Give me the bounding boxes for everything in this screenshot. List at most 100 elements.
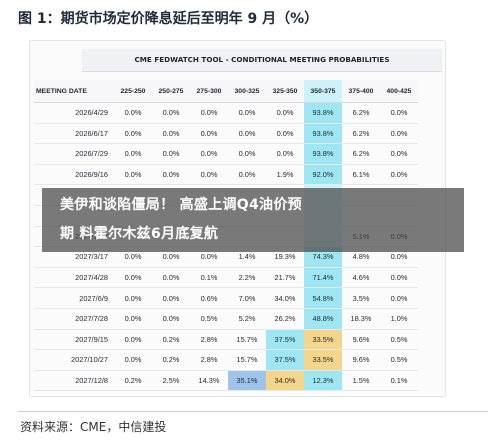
probability-cell: 0.0% (152, 308, 190, 330)
tool-title: CME FEDWATCH TOOL - CONDITIONAL MEETING … (82, 49, 442, 72)
probability-cell: 0.0% (152, 143, 190, 165)
probability-cell: 93.8% (304, 102, 342, 124)
probability-cell: 14.3% (190, 370, 228, 392)
probability-cell: 0.0% (114, 267, 152, 289)
column-header-275-300: 275-300 (190, 80, 228, 103)
probability-cell: 0.0% (114, 287, 152, 309)
probability-cell: 0.0% (380, 287, 418, 309)
probability-cell: 0.0% (114, 329, 152, 351)
probability-cell: 0.0% (190, 164, 228, 186)
table-row: 2026/9/16 0.0% 0.0% 0.0% 0.0% 1.9% 92.0% 6.1% 0.… (34, 164, 418, 186)
probability-cell: 0.0% (380, 143, 418, 165)
column-header-325-350: 325-350 (266, 80, 304, 103)
column-header-350-375: 350-375 (304, 80, 342, 103)
probability-cell: 0.1% (380, 370, 418, 392)
probability-cell: 2.8% (190, 349, 228, 371)
probability-cell: 4.6% (342, 267, 380, 289)
table-row: 2027/12/8 0.2% 2.5% 14.3% 35.1% 34.0% 12.3% 1.5… (34, 370, 418, 392)
table-row: 2027/9/15 0.0% 0.2% 2.8% 15.7% 37.5% 33.5% 9.6%… (34, 329, 418, 351)
table-row: 2027/10/27 0.0% 0.2% 2.8% 15.7% 37.5% 33.5% 9.6… (34, 349, 418, 371)
probability-cell: 0.2% (152, 329, 190, 351)
probability-cell: 3.5% (342, 287, 380, 309)
meeting-date-cell: 2027/9/15 (34, 329, 114, 351)
probability-cell: 2.2% (228, 267, 266, 289)
probability-cell: 0.0% (114, 143, 152, 165)
probability-cell: 2.5% (152, 370, 190, 392)
probability-cell: 35.1% (228, 370, 266, 392)
probability-cell: 0.0% (114, 102, 152, 124)
probability-cell: 0.0% (228, 123, 266, 145)
probability-cell: 12.3% (304, 370, 342, 392)
column-header-400-425: 400-425 (380, 80, 418, 103)
probability-cell: 21.7% (266, 267, 304, 289)
news-banner-line-1[interactable]: 美伊和谈陷僵局！ 高盛上调Q4油价预 (60, 197, 302, 213)
table-row: 2026/7/29 0.0% 0.0% 0.0% 0.0% 0.0% 93.8% 6.2% 0.… (34, 143, 418, 165)
probability-cell: 6.1% (342, 164, 380, 186)
probability-cell: 0.0% (152, 102, 190, 124)
table-header-row: MEETING DATE 225-250 250-275 275-300 300-325… (34, 80, 418, 103)
probability-cell: 0.0% (380, 164, 418, 186)
column-header-375-400: 375-400 (342, 80, 380, 103)
probability-cell: 0.0% (266, 102, 304, 124)
probability-cell: 71.4% (304, 267, 342, 289)
probability-cell: 18.3% (342, 308, 380, 330)
table-row: 2026/4/29 0.0% 0.0% 0.0% 0.0% 0.0% 93.8% 6.2% 0.… (34, 102, 418, 124)
probability-cell: 0.0% (190, 123, 228, 145)
probability-cell: 0.0% (266, 143, 304, 165)
table-row: 2027/7/28 0.0% 0.0% 0.5% 5.2% 26.2% 48.8% 18.3%… (34, 308, 418, 330)
probability-cell: 0.0% (380, 123, 418, 145)
probability-cell: 26.2% (266, 308, 304, 330)
probability-cell: 15.7% (228, 329, 266, 351)
probability-cell: 0.0% (190, 102, 228, 124)
probability-cell: 0.0% (380, 102, 418, 124)
probability-cell: 33.5% (304, 349, 342, 371)
probability-cell: 34.0% (266, 287, 304, 309)
probability-cell: 1.9% (266, 164, 304, 186)
probability-cell: 0.0% (190, 143, 228, 165)
news-banner-overlay[interactable] (42, 188, 464, 252)
probability-cell: 9.6% (342, 329, 380, 351)
probability-cell: 6.2% (342, 123, 380, 145)
probability-cell: 1.5% (342, 370, 380, 392)
probability-cell: 0.0% (228, 143, 266, 165)
source-note: 资料来源：CME，中信建投 (20, 420, 167, 434)
probability-cell: 0.0% (380, 267, 418, 289)
table-row: 2026/6/17 0.0% 0.0% 0.0% 0.0% 0.0% 93.8% 6.2% 0.… (34, 123, 418, 145)
probability-cell: 54.8% (304, 287, 342, 309)
probability-cell: 0.0% (266, 123, 304, 145)
column-header-250-275: 250-275 (152, 80, 190, 103)
probability-cell: 0.0% (114, 164, 152, 186)
probability-cell: 1.0% (380, 308, 418, 330)
meeting-date-cell: 2027/4/28 (34, 267, 114, 289)
probability-cell: 15.7% (228, 349, 266, 371)
probability-cell: 93.8% (304, 143, 342, 165)
news-banner-line-2[interactable]: 期 料霍尔木兹6月底复航 (60, 226, 219, 242)
figure-title: 图 1：期货市场定价降息延后至明年 9 月（%） (18, 11, 319, 27)
probability-cell: 0.2% (152, 349, 190, 371)
probability-cell: 0.5% (380, 349, 418, 371)
meeting-date-cell: 2026/4/29 (34, 102, 114, 124)
probability-cell: 0.0% (228, 164, 266, 186)
probability-cell: 0.0% (228, 102, 266, 124)
probability-cell: 92.0% (304, 164, 342, 186)
meeting-date-cell: 2026/9/16 (34, 164, 114, 186)
probability-cell: 0.0% (152, 287, 190, 309)
meeting-date-cell: 2027/12/8 (34, 370, 114, 392)
probability-cell: 0.0% (114, 349, 152, 371)
probability-cell: 0.5% (190, 308, 228, 330)
probability-cell: 0.5% (380, 329, 418, 351)
probability-cell: 33.5% (304, 329, 342, 351)
divider (18, 411, 488, 412)
probability-cell: 0.0% (152, 123, 190, 145)
meeting-date-cell: 2027/7/28 (34, 308, 114, 330)
probability-cell: 2.8% (190, 329, 228, 351)
probability-cell: 9.6% (342, 349, 380, 371)
column-header-meeting-date: MEETING DATE (34, 80, 114, 103)
probability-cell: 37.5% (266, 349, 304, 371)
meeting-date-cell: 2027/6/9 (34, 287, 114, 309)
probability-cell: 93.8% (304, 123, 342, 145)
probability-cell: 34.0% (266, 370, 304, 392)
probability-cell: 48.8% (304, 308, 342, 330)
probability-cell: 0.0% (152, 267, 190, 289)
meeting-date-cell: 2026/7/29 (34, 143, 114, 165)
